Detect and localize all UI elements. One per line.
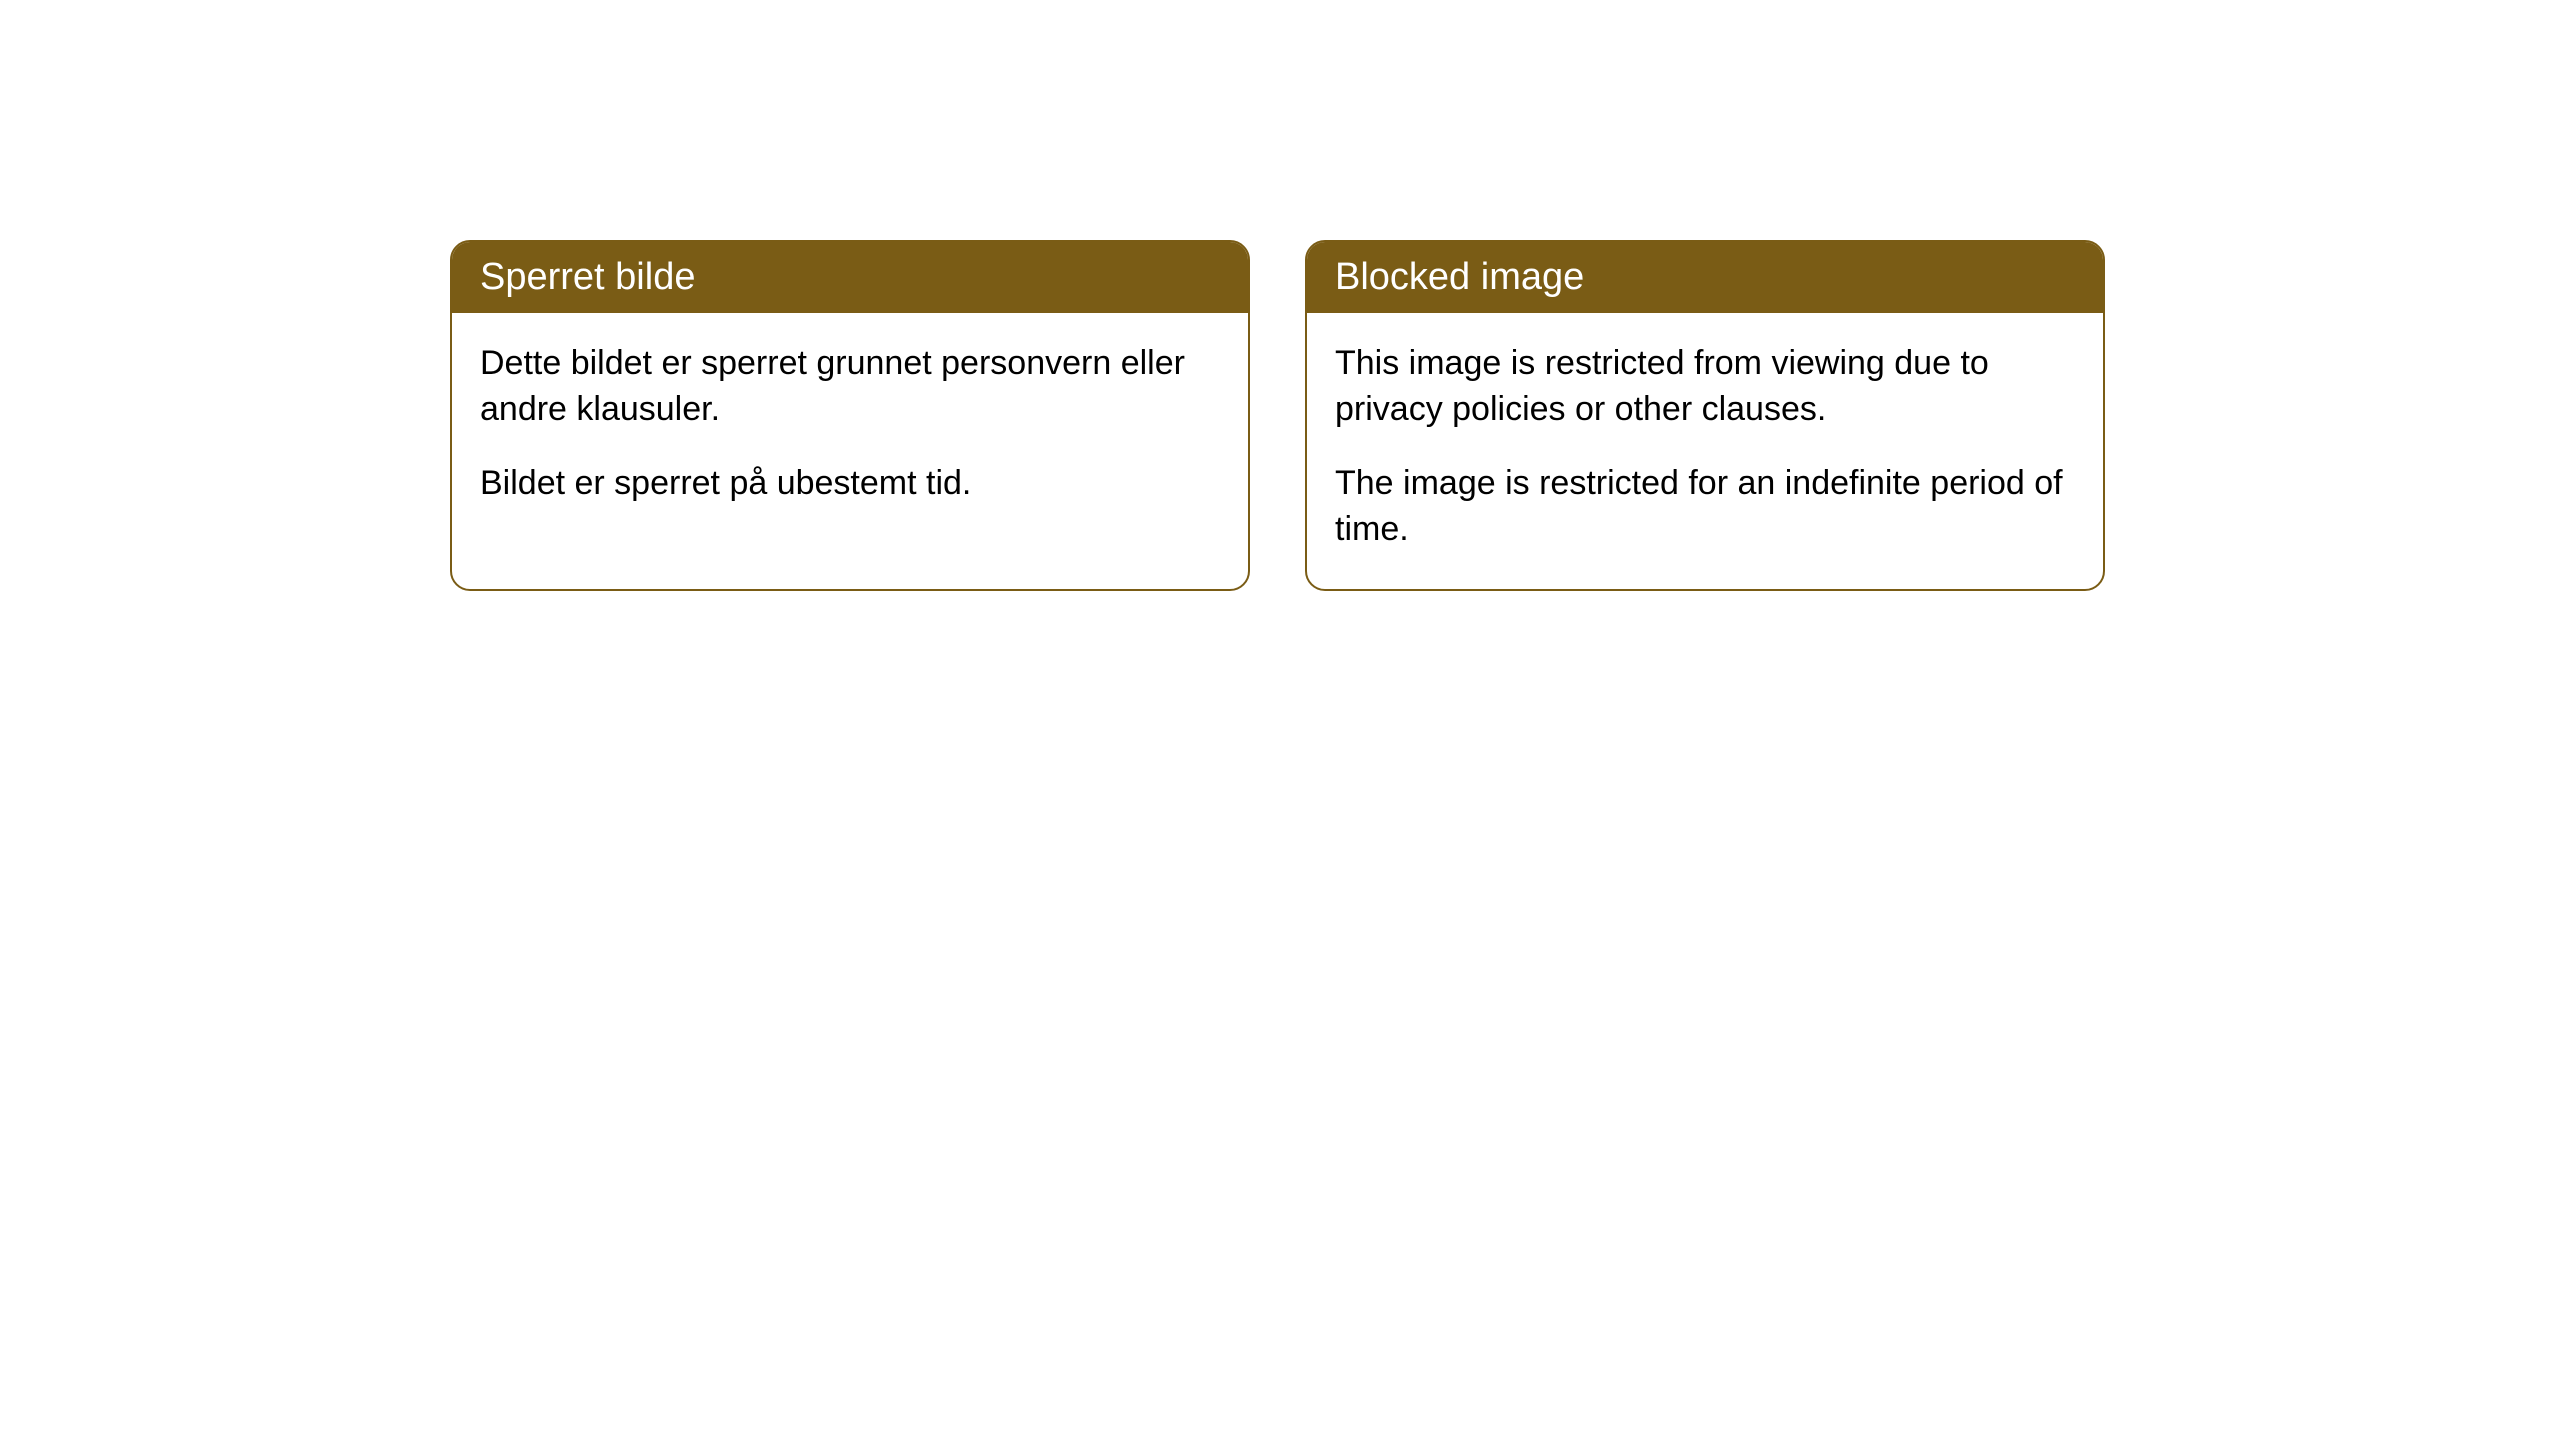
card-header-english: Blocked image [1307,242,2103,313]
card-body-norwegian: Dette bildet er sperret grunnet personve… [452,313,1248,543]
card-text-line-1: This image is restricted from viewing du… [1335,341,2075,433]
cards-container: Sperret bilde Dette bildet er sperret gr… [450,240,2560,591]
card-norwegian: Sperret bilde Dette bildet er sperret gr… [450,240,1250,591]
card-text-line-2: The image is restricted for an indefinit… [1335,461,2075,553]
card-english: Blocked image This image is restricted f… [1305,240,2105,591]
card-body-english: This image is restricted from viewing du… [1307,313,2103,589]
card-text-line-2: Bildet er sperret på ubestemt tid. [480,461,1220,507]
card-text-line-1: Dette bildet er sperret grunnet personve… [480,341,1220,433]
card-header-norwegian: Sperret bilde [452,242,1248,313]
